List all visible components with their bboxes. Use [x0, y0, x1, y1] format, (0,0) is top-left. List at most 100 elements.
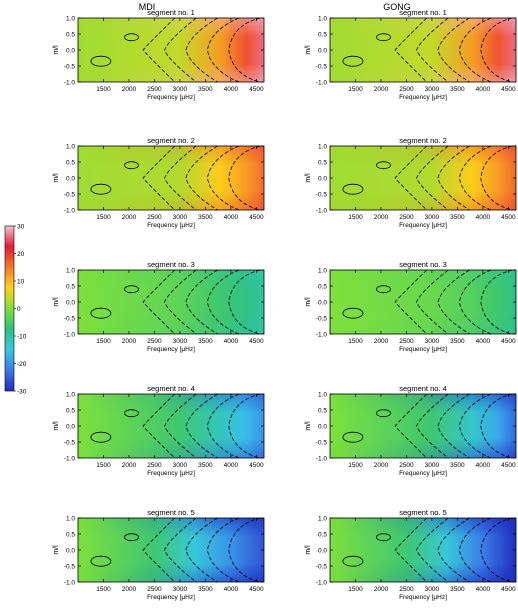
- x-tick-label: 3000: [425, 338, 440, 345]
- y-tick-label: -0.5: [316, 563, 328, 570]
- contour-dashed: [164, 145, 197, 211]
- y-axis-label: m/l: [53, 545, 60, 555]
- x-tick-label: 4500: [249, 338, 264, 345]
- contour-solid: [376, 285, 391, 294]
- x-tick-label: 3500: [198, 338, 213, 345]
- panel-gong-3: segment no. 3 1.0 0.5 0.0 -0.5 -1.0 1500 2000 25…: [305, 260, 517, 353]
- x-tick-label: 2500: [147, 214, 162, 221]
- contour-dashed: [416, 145, 449, 211]
- x-tick-label: 4500: [501, 462, 516, 469]
- x-tick-label: 3000: [425, 214, 440, 221]
- x-tick-label: 2500: [147, 462, 162, 469]
- x-tick-label: 2000: [122, 586, 137, 593]
- column-title-gong: GONG: [383, 2, 411, 12]
- x-tick-label: 1500: [96, 86, 111, 93]
- y-tick-label: 1.0: [318, 143, 327, 150]
- x-tick-label: 2500: [399, 86, 414, 93]
- y-tick-label: -0.5: [316, 191, 328, 198]
- y-tick-label: -1.0: [316, 207, 328, 214]
- x-tick-label: 1500: [348, 586, 363, 593]
- y-axis-label: m/l: [305, 173, 312, 183]
- x-tick-label: 2000: [374, 586, 389, 593]
- x-tick-label: 2000: [374, 338, 389, 345]
- y-tick-label: 0.0: [66, 547, 75, 554]
- contour-solid: [90, 307, 112, 319]
- contour-dashed: [228, 393, 261, 459]
- contour-solid: [90, 555, 112, 567]
- x-tick-label: 2500: [399, 338, 414, 345]
- y-tick-label: 0.0: [318, 299, 327, 306]
- panel-mdi-2: segment no. 2 1.0 0.5 0.0 -0.5 -1.0 1500 2000 25…: [53, 136, 265, 229]
- x-axis-label: Frequency [µHz]: [399, 94, 447, 101]
- panel-gong-1: segment no. 1 1.0 0.5 0.0 -0.5 -1.0 1500 2000 25…: [305, 8, 517, 101]
- x-tick-label: 4500: [249, 214, 264, 221]
- y-tick-label: 1.0: [66, 267, 75, 274]
- y-tick-label: 0.0: [66, 299, 75, 306]
- x-axis-label: Frequency [µHz]: [399, 594, 447, 601]
- contour-dashed: [142, 517, 176, 583]
- y-tick-label: 0.0: [318, 547, 327, 554]
- x-tick-label: 3500: [450, 214, 465, 221]
- x-tick-label: 4000: [476, 338, 491, 345]
- y-tick-label: 1.0: [66, 515, 75, 522]
- contour-solid: [124, 33, 139, 42]
- y-tick-label: -1.0: [64, 331, 76, 338]
- panel-gong-5: segment no. 5 1.0 0.5 0.0 -0.5 -1.0 1500 2000 25…: [305, 508, 517, 601]
- panel-title: segment no. 1: [147, 8, 195, 17]
- contour-solid: [342, 555, 364, 567]
- x-tick-label: 4000: [224, 586, 239, 593]
- y-axis-label: m/l: [305, 297, 312, 307]
- x-tick-label: 4500: [249, 86, 264, 93]
- contour-dashed: [142, 145, 176, 211]
- x-tick-label: 2000: [374, 462, 389, 469]
- panel-gong-2: segment no. 2 1.0 0.5 0.0 -0.5 -1.0 1500 2000 25…: [305, 136, 517, 229]
- y-tick-label: 0.5: [66, 407, 75, 414]
- contour-dashed: [437, 269, 470, 335]
- contour-dashed: [458, 269, 492, 335]
- x-tick-label: 3000: [425, 462, 440, 469]
- y-tick-label: 0.0: [66, 423, 75, 430]
- y-tick-label: 0.5: [318, 283, 327, 290]
- x-tick-label: 4000: [224, 214, 239, 221]
- contour-dashed: [416, 393, 449, 459]
- x-tick-label: 3500: [450, 338, 465, 345]
- x-tick-label: 3500: [198, 462, 213, 469]
- contour-dashed: [394, 517, 428, 583]
- x-tick-label: 4500: [501, 586, 516, 593]
- y-tick-label: -0.5: [64, 63, 76, 70]
- y-tick-label: 1.0: [318, 515, 327, 522]
- y-tick-label: 0.5: [318, 159, 327, 166]
- contour-dashed: [142, 393, 176, 459]
- contour-dashed: [142, 17, 176, 83]
- x-tick-label: 2500: [399, 214, 414, 221]
- contour-dashed: [185, 393, 218, 459]
- y-tick-label: 1.0: [318, 15, 327, 22]
- contour-dashed: [394, 269, 428, 335]
- contour-dashed: [480, 517, 513, 583]
- y-tick-label: -0.5: [64, 315, 76, 322]
- contour-dashed: [185, 269, 218, 335]
- contour-dashed: [164, 517, 197, 583]
- x-tick-label: 1500: [348, 86, 363, 93]
- y-axis-label: m/l: [53, 45, 60, 55]
- x-tick-label: 2500: [399, 462, 414, 469]
- contour-dashed: [394, 393, 428, 459]
- x-axis-label: Frequency [µHz]: [399, 470, 447, 477]
- y-tick-label: 0.5: [66, 159, 75, 166]
- panel-title: segment no. 2: [147, 136, 195, 145]
- x-tick-label: 1500: [96, 214, 111, 221]
- colorbar: 30 20 10 0 -10 -20 -30: [4, 223, 27, 395]
- heatmap-edge-shading: [78, 18, 264, 82]
- contour-dashed: [437, 17, 470, 83]
- y-tick-label: -1.0: [316, 331, 328, 338]
- x-tick-label: 1500: [348, 214, 363, 221]
- contour-lines: [90, 145, 261, 211]
- contour-dashed: [480, 17, 513, 83]
- panel-title: segment no. 5: [147, 508, 195, 517]
- x-tick-label: 2000: [122, 86, 137, 93]
- contour-lines: [342, 145, 513, 211]
- contour-dashed: [228, 17, 261, 83]
- y-axis-label: m/l: [53, 173, 60, 183]
- contour-dashed: [480, 393, 513, 459]
